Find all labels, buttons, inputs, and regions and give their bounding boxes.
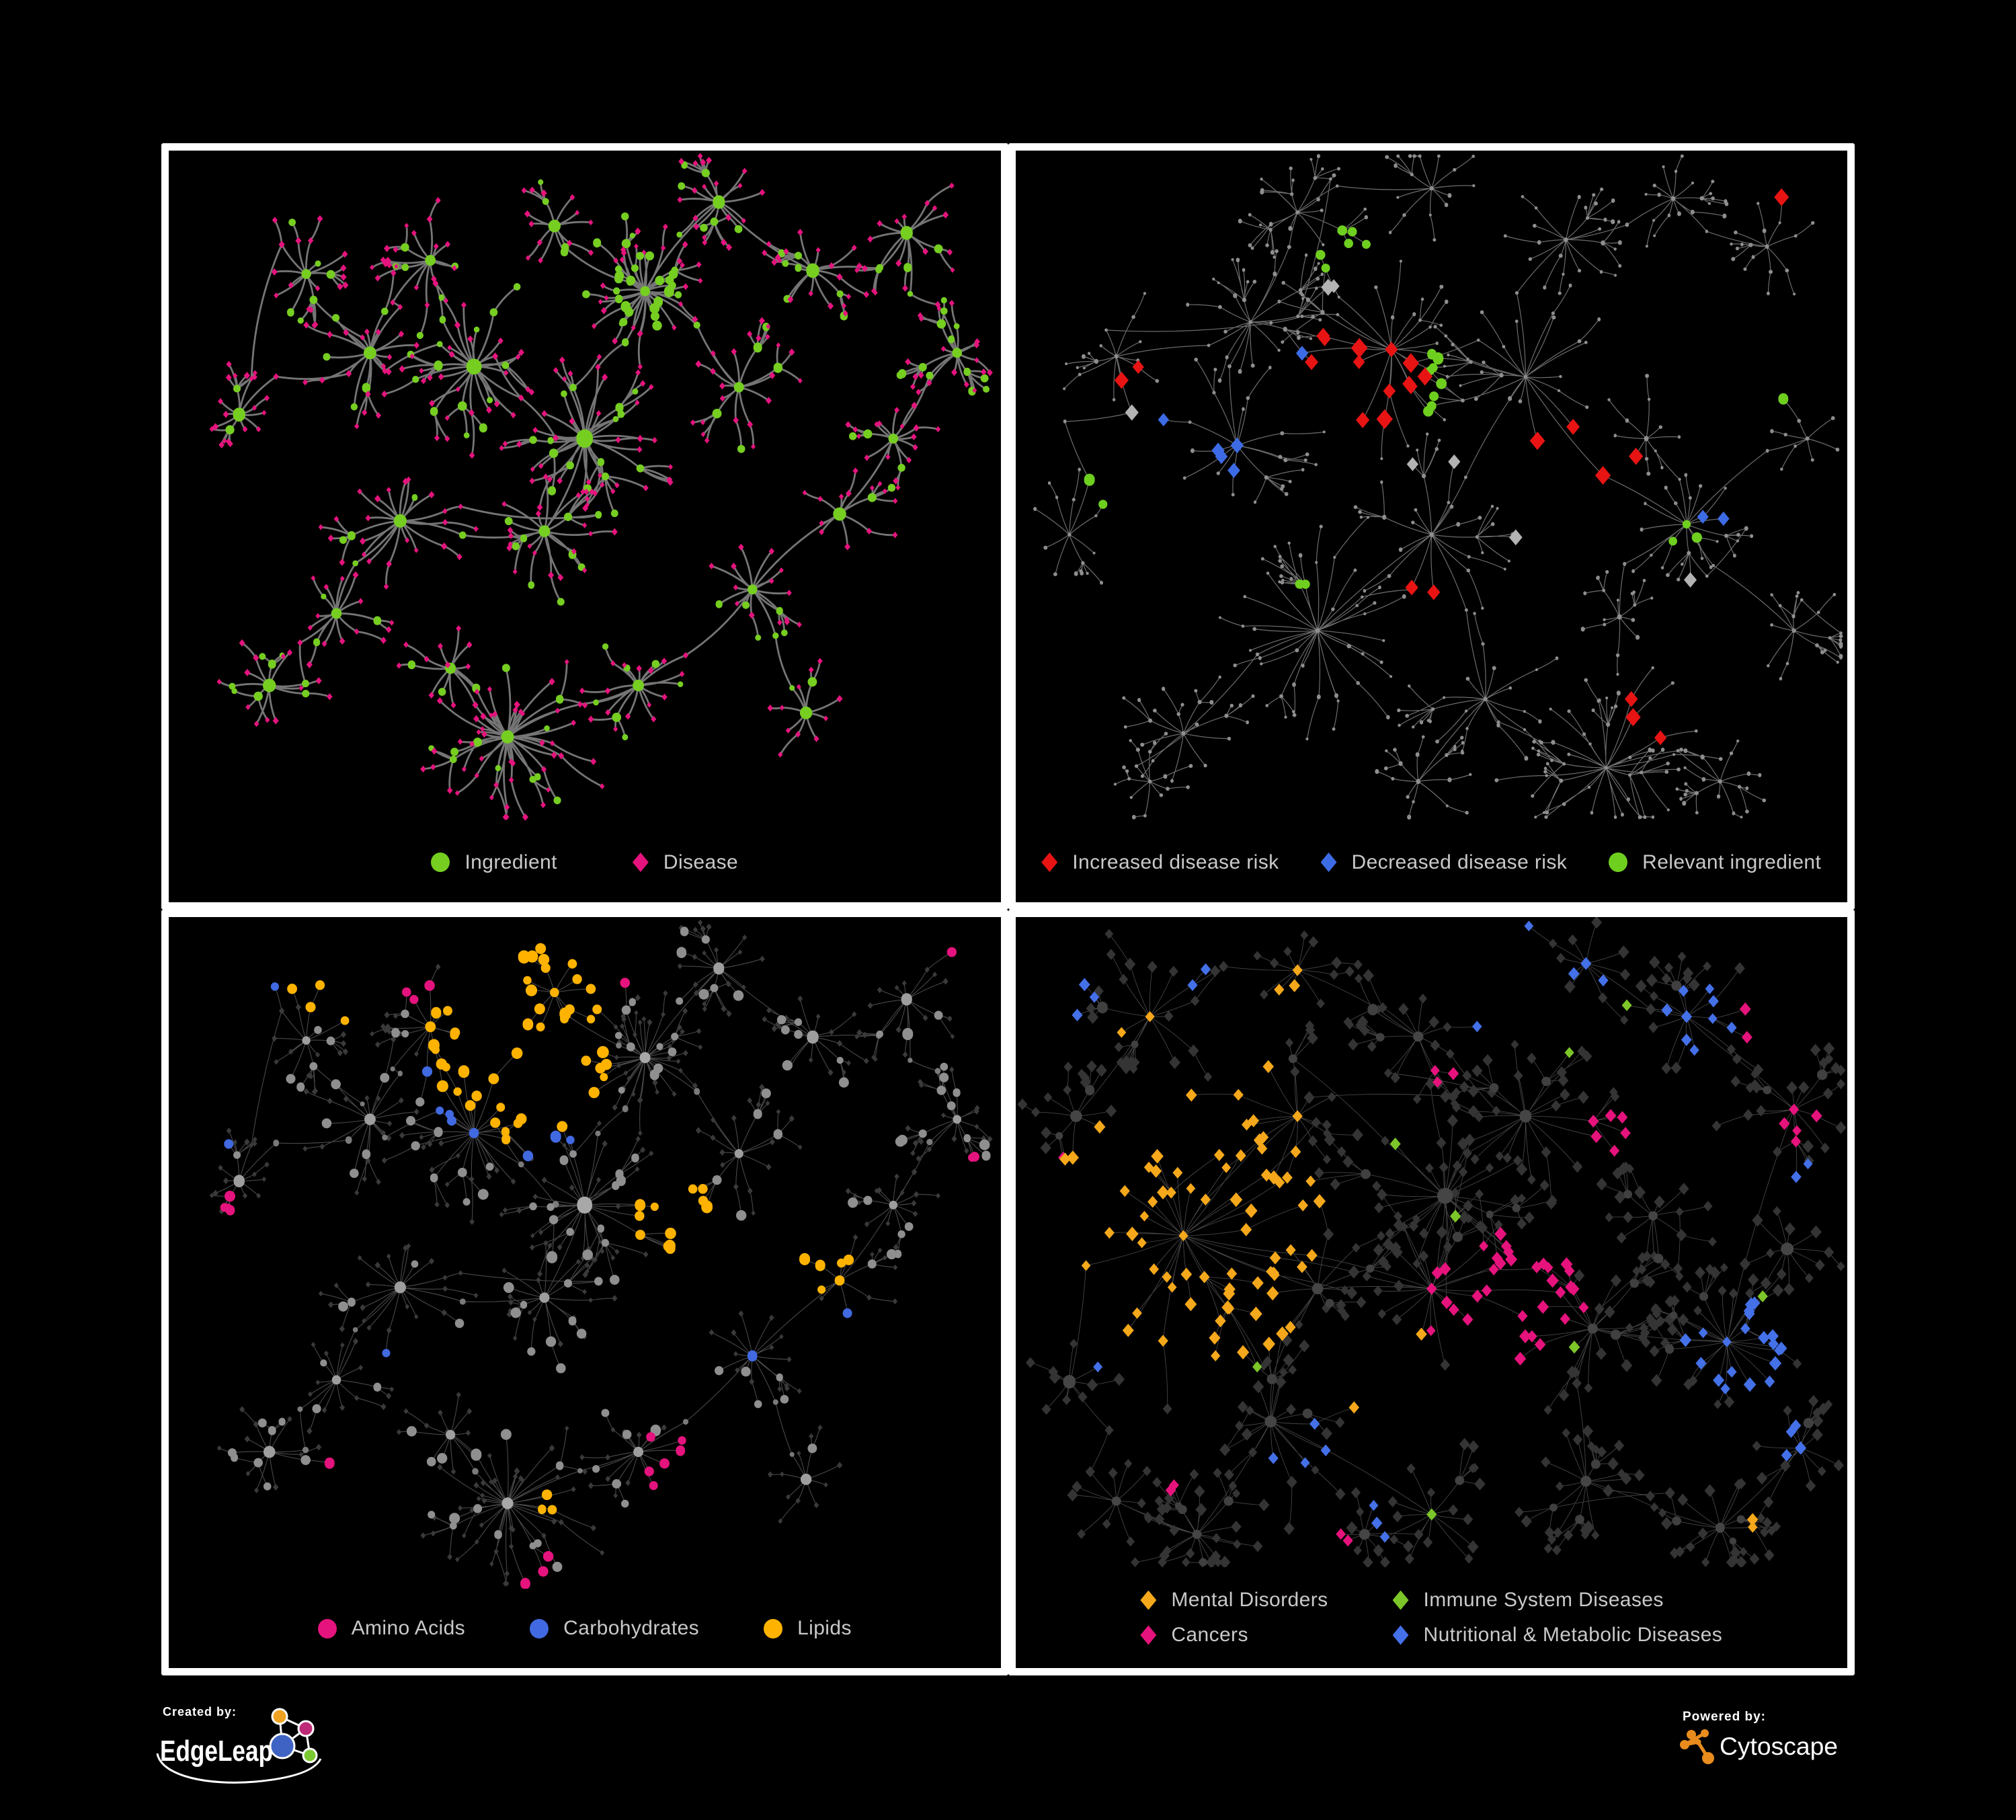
- edgeleap-swoosh: [156, 1753, 322, 1784]
- legend-disease-classes: Mental Disorders Immune System Diseases …: [1016, 1567, 1848, 1668]
- cancers-marker-icon: [1140, 1625, 1157, 1645]
- ingredient-marker-icon: [431, 853, 450, 872]
- legend-label: Relevant ingredient: [1642, 850, 1822, 873]
- panel-ingredients-diseases: Ingredient Disease: [161, 143, 1008, 910]
- relevant-ingredient-marker-icon: [1609, 853, 1628, 872]
- carbohydrates-marker-icon: [530, 1618, 549, 1638]
- network-nodes: [1057, 1002, 1822, 1546]
- network-nodes: [1125, 278, 1697, 588]
- edgeleap-node-blue: [269, 1733, 296, 1759]
- network-nodes: [273, 1033, 941, 1474]
- network-edges: [1034, 155, 1841, 818]
- network-nodes: [1033, 154, 1843, 820]
- network-nodes: [612, 251, 682, 331]
- metabolic-diseases-marker-icon: [1392, 1625, 1409, 1645]
- network-nodes: [209, 919, 993, 1587]
- legend-label: Increased disease risk: [1072, 850, 1279, 873]
- cytoscape-icon-nodes: [1680, 1729, 1714, 1764]
- legend-label: Disease: [663, 850, 739, 873]
- legend-item: Increased disease risk: [1041, 851, 1279, 874]
- legend-item: Immune System Diseases: [1392, 1589, 1723, 1612]
- panel-disease-classes: Mental Disorders Immune System Diseases …: [1008, 909, 1855, 1675]
- legend-item: Carbohydrates: [530, 1617, 699, 1640]
- network-ingredient-classes: [209, 919, 993, 1589]
- edgeleap-wordmark: EdgeLeap: [160, 1735, 273, 1768]
- legend-ingredients-diseases: Ingredient Disease: [169, 823, 1001, 902]
- disease-marker-icon: [632, 853, 649, 872]
- decreased-risk-marker-icon: [1320, 853, 1337, 872]
- legend-ingredient-classes: Amino Acids Carbohydrates Lipids: [169, 1589, 1001, 1668]
- cytoscape-attribution: Powered by: Cytoscape: [1679, 1706, 1881, 1780]
- legend-label: Ingredient: [465, 850, 557, 873]
- network-disease-classes: [1017, 916, 1847, 1567]
- legend-item: Decreased disease risk: [1320, 850, 1568, 874]
- network-edges: [211, 922, 991, 1584]
- edgeleap-node-magenta: [297, 1720, 315, 1737]
- legend-label: Carbohydrates: [563, 1617, 700, 1639]
- edgeleap-node-green: [302, 1747, 318, 1764]
- network-nodes: [1084, 225, 1788, 589]
- legend-item: Ingredient: [431, 851, 557, 874]
- network-nodes: [1017, 916, 1847, 1567]
- legend-item: Nutritional & Metabolic Diseases: [1392, 1624, 1723, 1647]
- legend-label: Lipids: [797, 1617, 852, 1639]
- legend-item: Lipids: [764, 1617, 852, 1640]
- legend-label: Mental Disorders: [1171, 1589, 1328, 1611]
- legend-item: Amino Acids: [317, 1617, 466, 1640]
- network-nodes: [209, 153, 993, 821]
- network-ingredients-diseases: [209, 153, 993, 821]
- network-disease-risk: [1033, 154, 1843, 820]
- panel-disease-risk: Increased disease risk Decreased disease…: [1008, 143, 1855, 910]
- increased-risk-marker-icon: [1041, 853, 1058, 872]
- cytoscape-wordmark: Cytoscape: [1720, 1733, 1838, 1760]
- edgeleap-node-orange: [271, 1708, 288, 1725]
- lipids-marker-icon: [764, 1618, 783, 1638]
- cytoscape-logo: Powered by: Cytoscape: [1680, 1710, 1838, 1764]
- legend-label: Cancers: [1171, 1624, 1248, 1646]
- figure-grid: Ingredient Disease Increased disease ris…: [161, 143, 1855, 1675]
- legend-item: Mental Disorders: [1140, 1589, 1328, 1612]
- amino-acids-marker-icon: [317, 1618, 337, 1638]
- powered-by-label: Powered by:: [1683, 1710, 1766, 1724]
- legend-item: Disease: [632, 850, 739, 874]
- legend-disease-risk: Increased disease risk Decreased disease…: [1016, 823, 1848, 902]
- mental-disorders-marker-icon: [1140, 1590, 1157, 1610]
- legend-label: Amino Acids: [351, 1617, 466, 1639]
- legend-item: Relevant ingredient: [1609, 851, 1821, 874]
- created-by-label: Created by:: [163, 1705, 237, 1718]
- panel-ingredient-classes: Amino Acids Carbohydrates Lipids: [161, 909, 1008, 1675]
- legend-label: Immune System Diseases: [1423, 1589, 1664, 1611]
- edgeleap-attribution: Created by: EdgeLeap: [156, 1694, 331, 1815]
- immune-diseases-marker-icon: [1392, 1590, 1409, 1610]
- legend-label: Nutritional & Metabolic Diseases: [1423, 1624, 1723, 1646]
- legend-item: Cancers: [1140, 1624, 1328, 1647]
- network-nodes: [1114, 188, 1789, 746]
- legend-label: Decreased disease risk: [1351, 850, 1568, 873]
- edgeleap-logo: Created by: EdgeLeap: [156, 1705, 322, 1784]
